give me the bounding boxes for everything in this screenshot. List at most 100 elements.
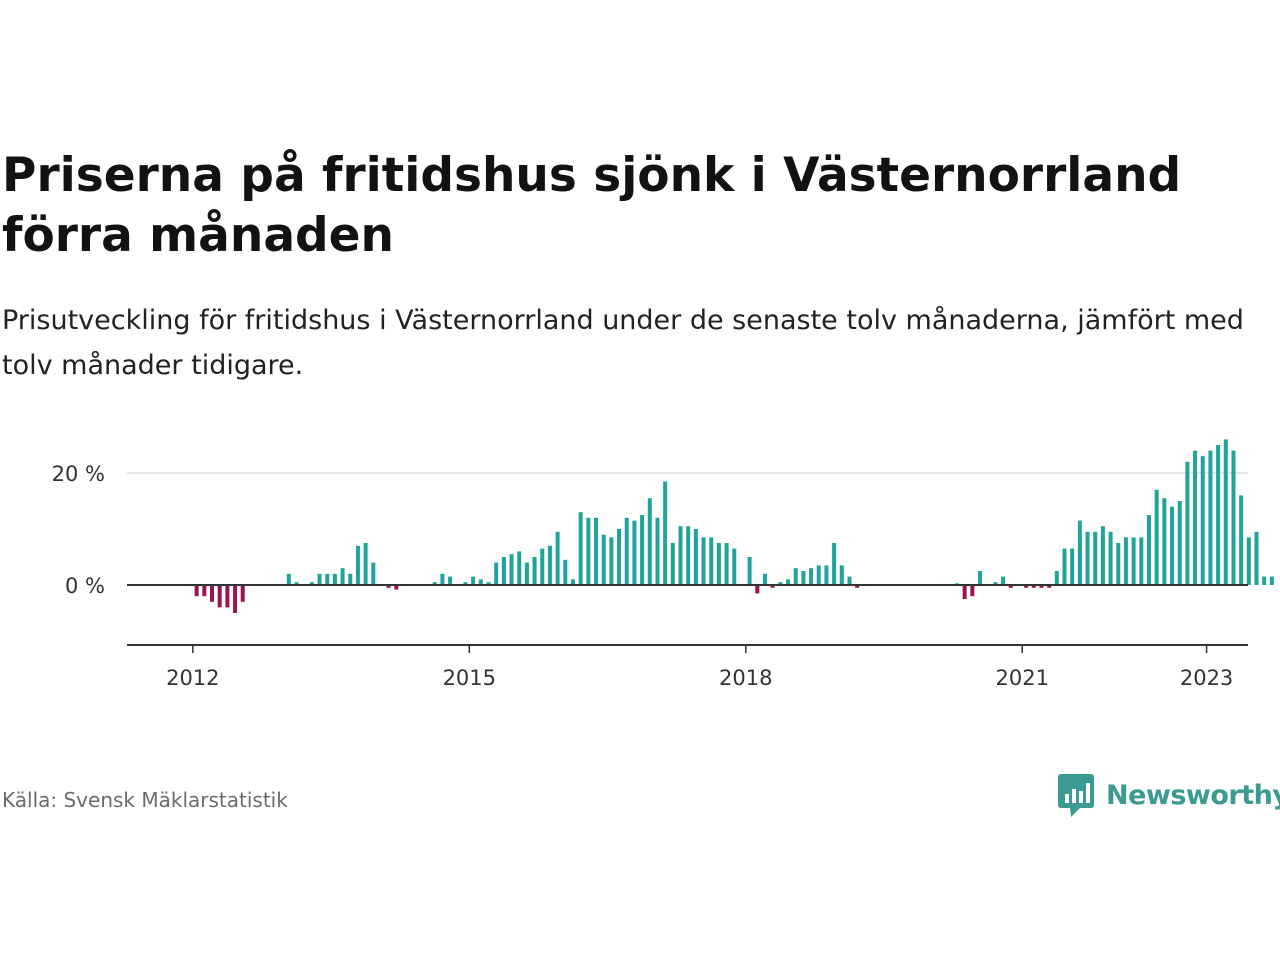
bar xyxy=(1262,576,1267,585)
bar xyxy=(225,585,230,608)
bar xyxy=(1047,585,1052,588)
bar xyxy=(678,526,683,585)
bar xyxy=(1231,450,1236,585)
bar xyxy=(233,585,238,613)
bar xyxy=(824,565,829,585)
bar xyxy=(547,545,552,585)
bar xyxy=(962,585,967,599)
bar xyxy=(1054,571,1059,585)
bar xyxy=(194,585,199,597)
bar xyxy=(494,562,499,585)
x-tick-label: 2015 xyxy=(443,666,496,690)
bar xyxy=(1039,585,1044,588)
bar xyxy=(501,557,506,585)
bar xyxy=(770,585,775,588)
bar xyxy=(1162,498,1167,585)
bar xyxy=(210,585,215,602)
bar xyxy=(716,543,721,585)
newsworthy-logo-icon xyxy=(1058,774,1094,817)
x-tick-label: 2018 xyxy=(719,666,772,690)
bar xyxy=(363,543,368,585)
bar xyxy=(839,565,844,585)
bar xyxy=(1001,576,1006,585)
bar xyxy=(1200,456,1205,585)
x-tick-label: 2012 xyxy=(166,666,219,690)
bar xyxy=(332,573,337,585)
bar xyxy=(509,554,514,585)
bar xyxy=(202,585,207,597)
bar xyxy=(532,557,537,585)
bar xyxy=(847,576,852,585)
bar xyxy=(1254,531,1259,585)
bar xyxy=(1116,543,1121,585)
bar xyxy=(240,585,245,602)
bar xyxy=(655,517,660,585)
x-tick-label: 2023 xyxy=(1180,666,1233,690)
bar xyxy=(670,543,675,585)
x-tick-label: 2021 xyxy=(996,666,1049,690)
bar xyxy=(309,582,314,585)
bar xyxy=(1185,461,1190,585)
bar xyxy=(1077,520,1082,585)
bar xyxy=(217,585,222,608)
bar xyxy=(647,498,652,585)
bar xyxy=(816,565,821,585)
bar xyxy=(355,545,360,585)
bar xyxy=(778,582,783,585)
axes xyxy=(127,584,1248,653)
y-tick-label: 20 % xyxy=(52,462,105,486)
bar xyxy=(440,573,445,585)
bar xyxy=(786,579,791,585)
bar xyxy=(463,582,468,585)
bar xyxy=(1239,495,1244,585)
bar xyxy=(1193,450,1198,585)
bar xyxy=(617,529,622,585)
bar xyxy=(855,585,860,588)
bar xyxy=(663,481,668,585)
bar xyxy=(578,512,583,585)
bar xyxy=(563,559,568,585)
bar xyxy=(340,568,345,585)
bar xyxy=(832,543,837,585)
bar xyxy=(524,562,529,585)
bar xyxy=(478,579,483,585)
bar xyxy=(701,537,706,585)
bar xyxy=(1139,537,1144,585)
bar xyxy=(1093,531,1098,585)
bar xyxy=(809,568,814,585)
bar xyxy=(801,571,806,585)
bar xyxy=(540,548,545,585)
bar xyxy=(1154,489,1159,585)
bar xyxy=(732,548,737,585)
bar xyxy=(286,573,291,585)
y-tick-label: 0 % xyxy=(65,574,105,598)
bar xyxy=(448,576,453,585)
bar xyxy=(1246,537,1251,585)
bar xyxy=(1216,445,1221,585)
bar xyxy=(724,543,729,585)
bar xyxy=(1177,501,1182,585)
bar xyxy=(970,585,975,597)
bar xyxy=(1085,531,1090,585)
brand-logo: Newsworthy xyxy=(1058,772,1280,818)
bar xyxy=(1223,439,1228,585)
bar xyxy=(471,576,476,585)
bar xyxy=(762,573,767,585)
bar xyxy=(1024,585,1029,588)
bar xyxy=(640,515,645,585)
bars xyxy=(194,439,1274,613)
bar xyxy=(709,537,714,585)
bar xyxy=(486,582,491,585)
bar xyxy=(1208,450,1213,585)
bar xyxy=(693,529,698,585)
bar xyxy=(1031,585,1036,588)
bar xyxy=(793,568,798,585)
bar xyxy=(517,551,522,585)
bar xyxy=(686,526,691,585)
bar xyxy=(1100,526,1105,585)
bar xyxy=(624,517,629,585)
bar xyxy=(601,534,606,585)
source-note: Källa: Svensk Mäklarstatistik xyxy=(2,788,288,812)
bar xyxy=(1108,531,1113,585)
